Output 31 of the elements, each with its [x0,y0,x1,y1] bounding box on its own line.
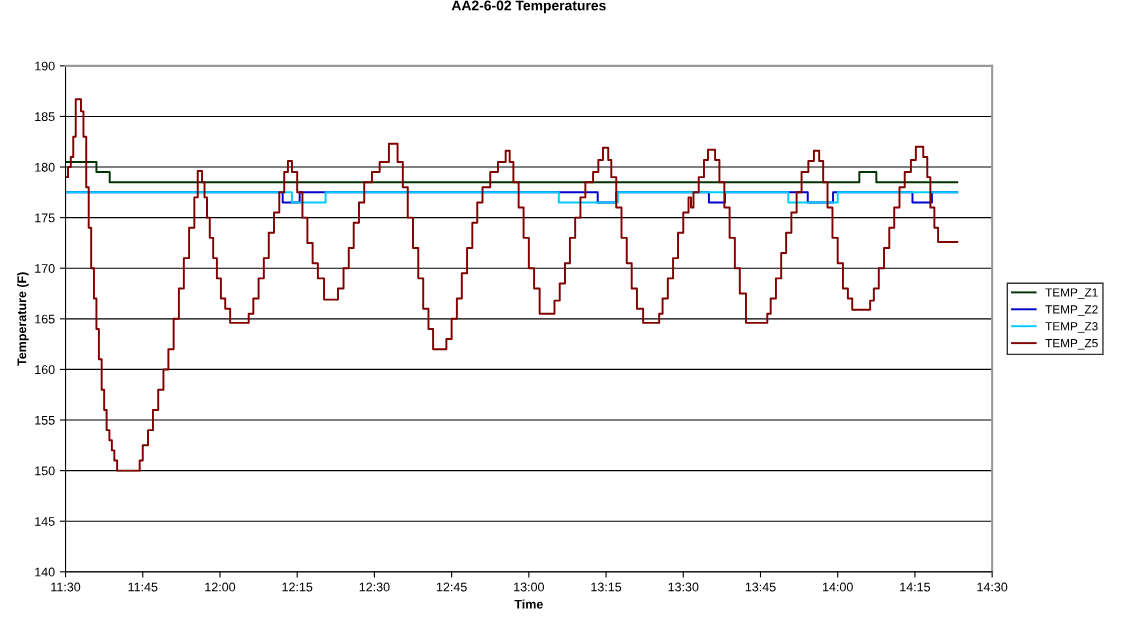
y-tick-label: 170 [35,264,55,273]
x-tick-label: 14:30 [977,582,1008,592]
x-tick-label: 13:30 [668,582,699,592]
x-tick-label: 12:30 [359,582,390,592]
y-tick-label: 185 [35,112,55,122]
x-tick-label: 12:00 [205,582,236,592]
y-tick-label: 175 [35,213,55,223]
x-tick-label: 11:45 [128,582,158,592]
y-tick-label: 165 [35,314,55,324]
x-tick-label: 13:15 [591,582,622,592]
y-tick-label: 160 [35,365,55,375]
y-tick-label: 140 [35,567,55,577]
x-tick-label: 13:00 [514,582,544,592]
y-tick-label: 150 [35,466,55,476]
legend-label: TEMP_Z3 [1045,322,1098,333]
y-tick-label: 180 [35,162,55,172]
legend-label: TEMP_Z2 [1045,305,1098,316]
y-tick-label: 145 [35,517,55,526]
chart-title: AA2-6-02 Temperatures [451,0,606,14]
x-tick-label: 14:00 [823,582,853,592]
y-axis-title: Temperature (F) [17,272,29,366]
y-tick-label: 155 [35,415,55,425]
legend-label: TEMP_Z1 [1045,288,1098,299]
x-tick-label: 13:45 [745,582,776,592]
y-tick-label: 190 [35,61,55,71]
x-tick-label: 14:15 [900,582,931,592]
x-axis-title: Time [514,599,543,609]
x-tick-label: 11:30 [51,582,81,592]
x-tick-label: 12:45 [436,582,467,592]
legend-label: TEMP_Z5 [1045,339,1098,350]
x-tick-label: 12:15 [282,582,313,592]
